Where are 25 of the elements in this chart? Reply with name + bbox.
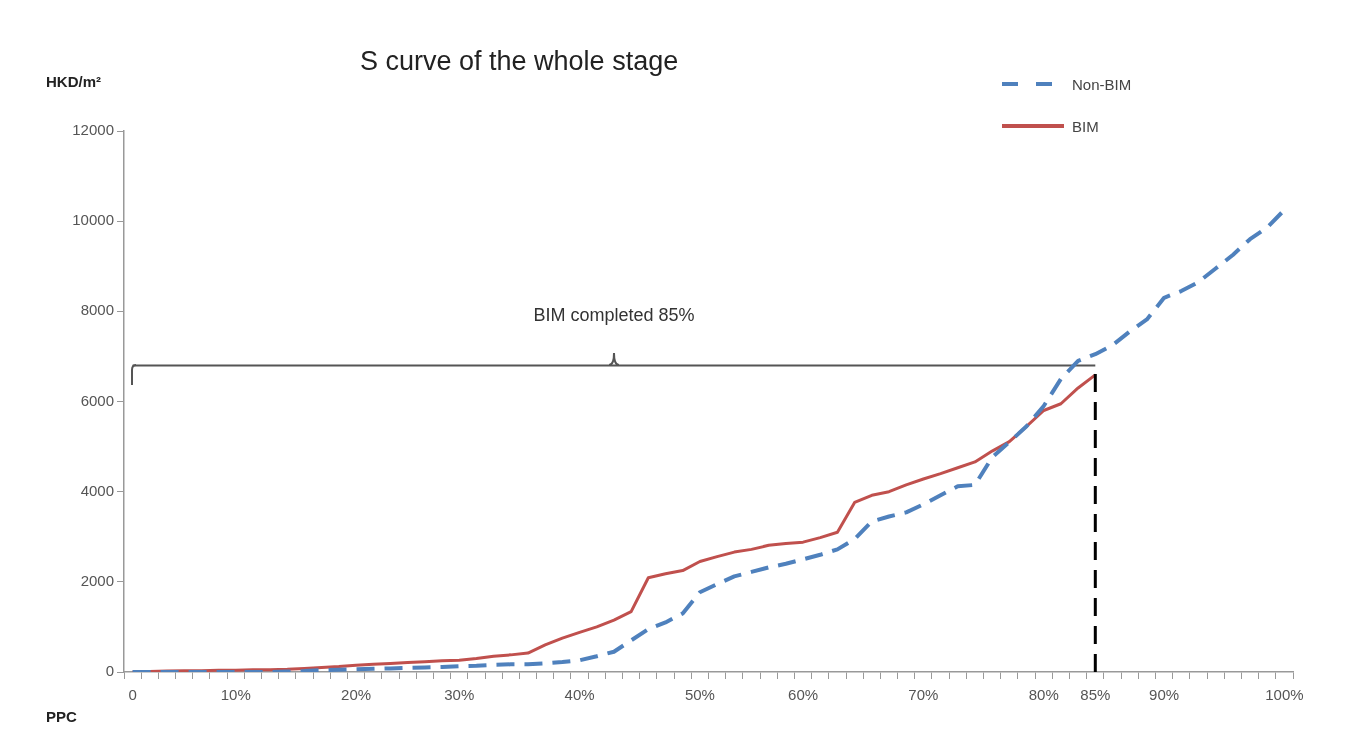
- legend-label: Non-BIM: [1072, 75, 1132, 93]
- y-tick-label: 4000: [80, 481, 114, 499]
- y-tick-label: 10000: [72, 211, 114, 229]
- x-tick-label: 40%: [564, 686, 595, 704]
- x-tick-label: 20%: [341, 686, 372, 704]
- x-tick-label: 70%: [908, 686, 939, 704]
- x-tick-label: 100%: [1265, 686, 1304, 704]
- annotation: BIM completed 85%: [533, 305, 695, 327]
- x-tick-label: 50%: [684, 686, 715, 704]
- chart-title: S curve of the whole stage: [360, 46, 679, 77]
- y-tick-label: 2000: [80, 571, 114, 589]
- x-tick-label: 10%: [220, 686, 251, 704]
- y-tick-label: 8000: [80, 301, 114, 319]
- y-tick-label: 12000: [72, 121, 114, 139]
- x-tick-label: 90%: [1149, 686, 1180, 704]
- y-tick-label: 0: [105, 662, 114, 680]
- legend-label: BIM: [1072, 117, 1099, 135]
- x-tick-label: 85%: [1080, 686, 1111, 704]
- x-tick-label: 0: [128, 686, 137, 704]
- x-tick-label: 60%: [788, 686, 819, 704]
- x-axis-title: PPC: [46, 708, 77, 725]
- y-tick-label: 6000: [80, 391, 114, 409]
- x-tick-label: 30%: [444, 686, 475, 704]
- x-tick-label: 80%: [1028, 686, 1059, 704]
- y-axis-title: HKD/m²: [46, 73, 101, 90]
